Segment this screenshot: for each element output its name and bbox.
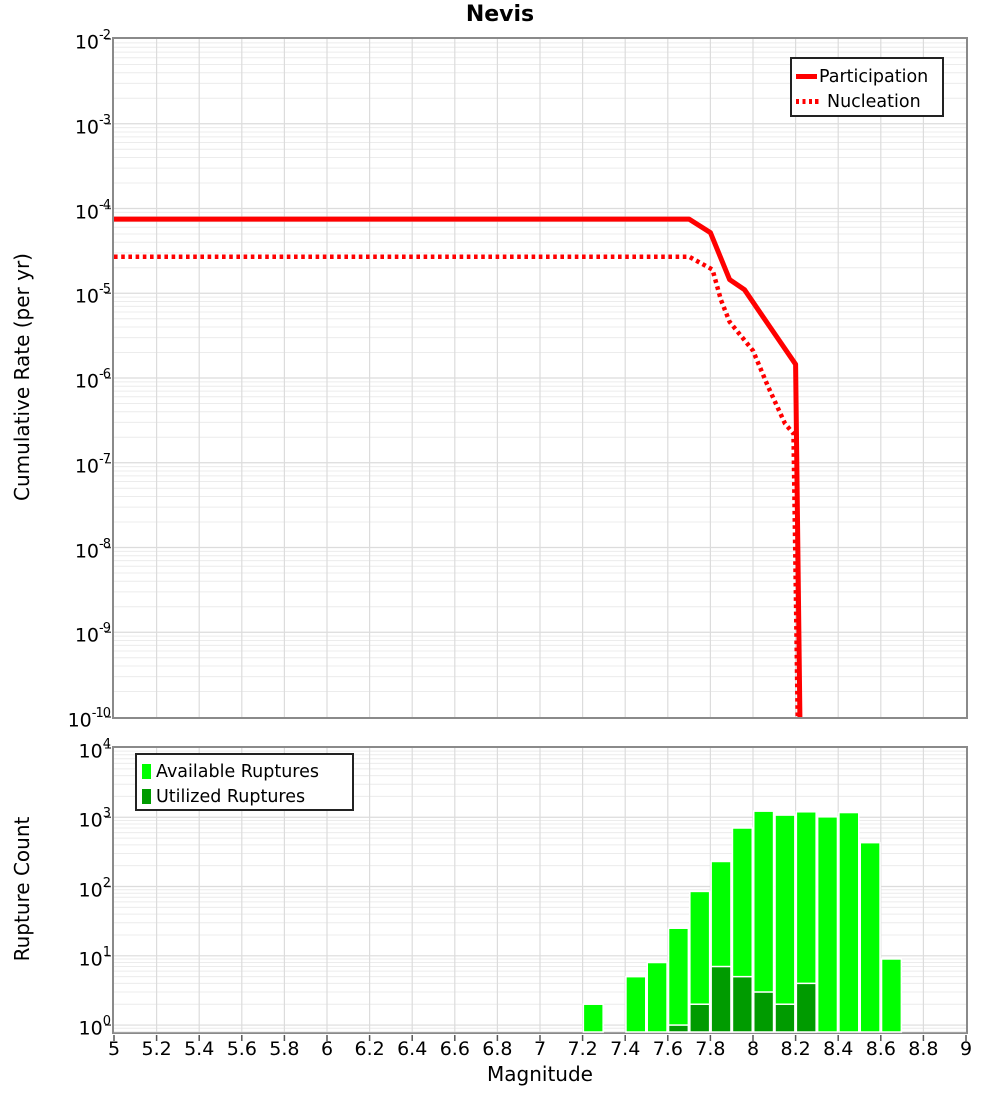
bar-utilized-ruptures	[667, 1024, 690, 1033]
rupture-count-chart-canvas	[105, 747, 967, 1041]
x-tick-label: 6.4	[397, 1038, 428, 1060]
x-tick-label: 6.6	[439, 1038, 470, 1060]
y-tick-label: 10-10	[67, 706, 111, 732]
y-tick-label: 103	[78, 806, 112, 832]
legend-label: Nucleation	[827, 91, 921, 112]
x-tick-label: 7	[533, 1038, 547, 1060]
available-ruptures-swatch-icon	[142, 764, 151, 779]
x-tick-label: 7.2	[567, 1038, 598, 1060]
x-axis-label: Magnitude	[487, 1062, 593, 1086]
x-tick-label: 6	[320, 1038, 334, 1060]
legend-label: Participation	[819, 66, 929, 87]
y-tick-label: 10-3	[74, 112, 111, 139]
x-tick-label: 5	[107, 1038, 121, 1060]
y-tick-label: 10-9	[74, 621, 111, 647]
x-tick-label: 5.4	[184, 1038, 215, 1060]
x-tick-label: 8.8	[908, 1038, 939, 1060]
x-tick-label: 8.4	[823, 1038, 854, 1060]
bar-available-ruptures	[667, 927, 690, 1033]
y-tick-label: 10-7	[74, 451, 111, 478]
bar-available-ruptures	[582, 1003, 604, 1033]
bar-available-ruptures	[816, 816, 839, 1033]
y-tick-label: 101	[78, 944, 112, 971]
x-tick-label: 7.8	[695, 1038, 726, 1060]
series-line-nucleation	[114, 254, 800, 718]
dotted-red-line-swatch-icon	[796, 99, 819, 104]
legend-label: Utilized Ruptures	[156, 786, 306, 807]
chart-title: Nevis	[465, 2, 535, 27]
x-tick-label: 5.6	[226, 1038, 257, 1060]
y-tick-label: 10-8	[74, 536, 111, 562]
x-tick-label: 5.2	[141, 1038, 172, 1060]
bar-utilized-ruptures	[710, 965, 732, 1033]
x-tick-label: 8.2	[780, 1038, 811, 1060]
bar-utilized-ruptures	[689, 1003, 711, 1033]
y-tick-label: 102	[78, 875, 112, 901]
bar-available-ruptures	[859, 841, 881, 1033]
line-legend: Participation Nucleation	[790, 57, 944, 117]
x-tick-label: 7.6	[652, 1038, 683, 1060]
y-tick-label: 10-5	[74, 282, 111, 308]
cumulative-rate-chart-canvas	[105, 38, 966, 718]
legend-entry-participation: Participation	[796, 64, 939, 89]
y-tick-label: 10-2	[74, 28, 111, 54]
x-tick-label: 8	[746, 1038, 760, 1060]
bar-utilized-ruptures	[731, 975, 754, 1033]
y-tick-label: 104	[78, 737, 112, 763]
solid-red-line-swatch-icon	[796, 74, 817, 79]
bar-available-ruptures	[625, 975, 647, 1033]
legend-entry-available: Available Ruptures	[142, 759, 347, 784]
x-tick-label: 6.8	[482, 1038, 513, 1060]
bar-utilized-ruptures	[753, 991, 775, 1033]
bar-legend: Available Ruptures Utilized Ruptures	[135, 753, 354, 811]
x-tick-label: 7.4	[610, 1038, 641, 1060]
bar-utilized-ruptures	[795, 982, 817, 1033]
utilized-ruptures-swatch-icon	[142, 789, 151, 804]
bar-available-ruptures	[838, 811, 860, 1033]
y-tick-label: 10-4	[74, 197, 111, 223]
x-tick-label: 8.6	[865, 1038, 896, 1060]
x-tick-label: 6.2	[354, 1038, 385, 1060]
legend-entry-utilized: Utilized Ruptures	[142, 784, 347, 809]
series-line-participation	[114, 216, 803, 718]
bar-utilized-ruptures	[774, 1003, 796, 1033]
y-tick-label: 100	[78, 1014, 112, 1040]
y-tick-label: 10-6	[74, 367, 111, 393]
cumulative-rate-plot-area	[105, 37, 968, 719]
bar-available-ruptures	[774, 814, 796, 1033]
legend-label: Available Ruptures	[156, 761, 319, 782]
bar-available-ruptures	[646, 961, 668, 1033]
x-tick-label: 5.8	[269, 1038, 300, 1060]
legend-entry-nucleation: Nucleation	[796, 89, 939, 114]
bar-available-ruptures	[880, 958, 903, 1033]
x-tick-label: 9	[959, 1038, 973, 1060]
